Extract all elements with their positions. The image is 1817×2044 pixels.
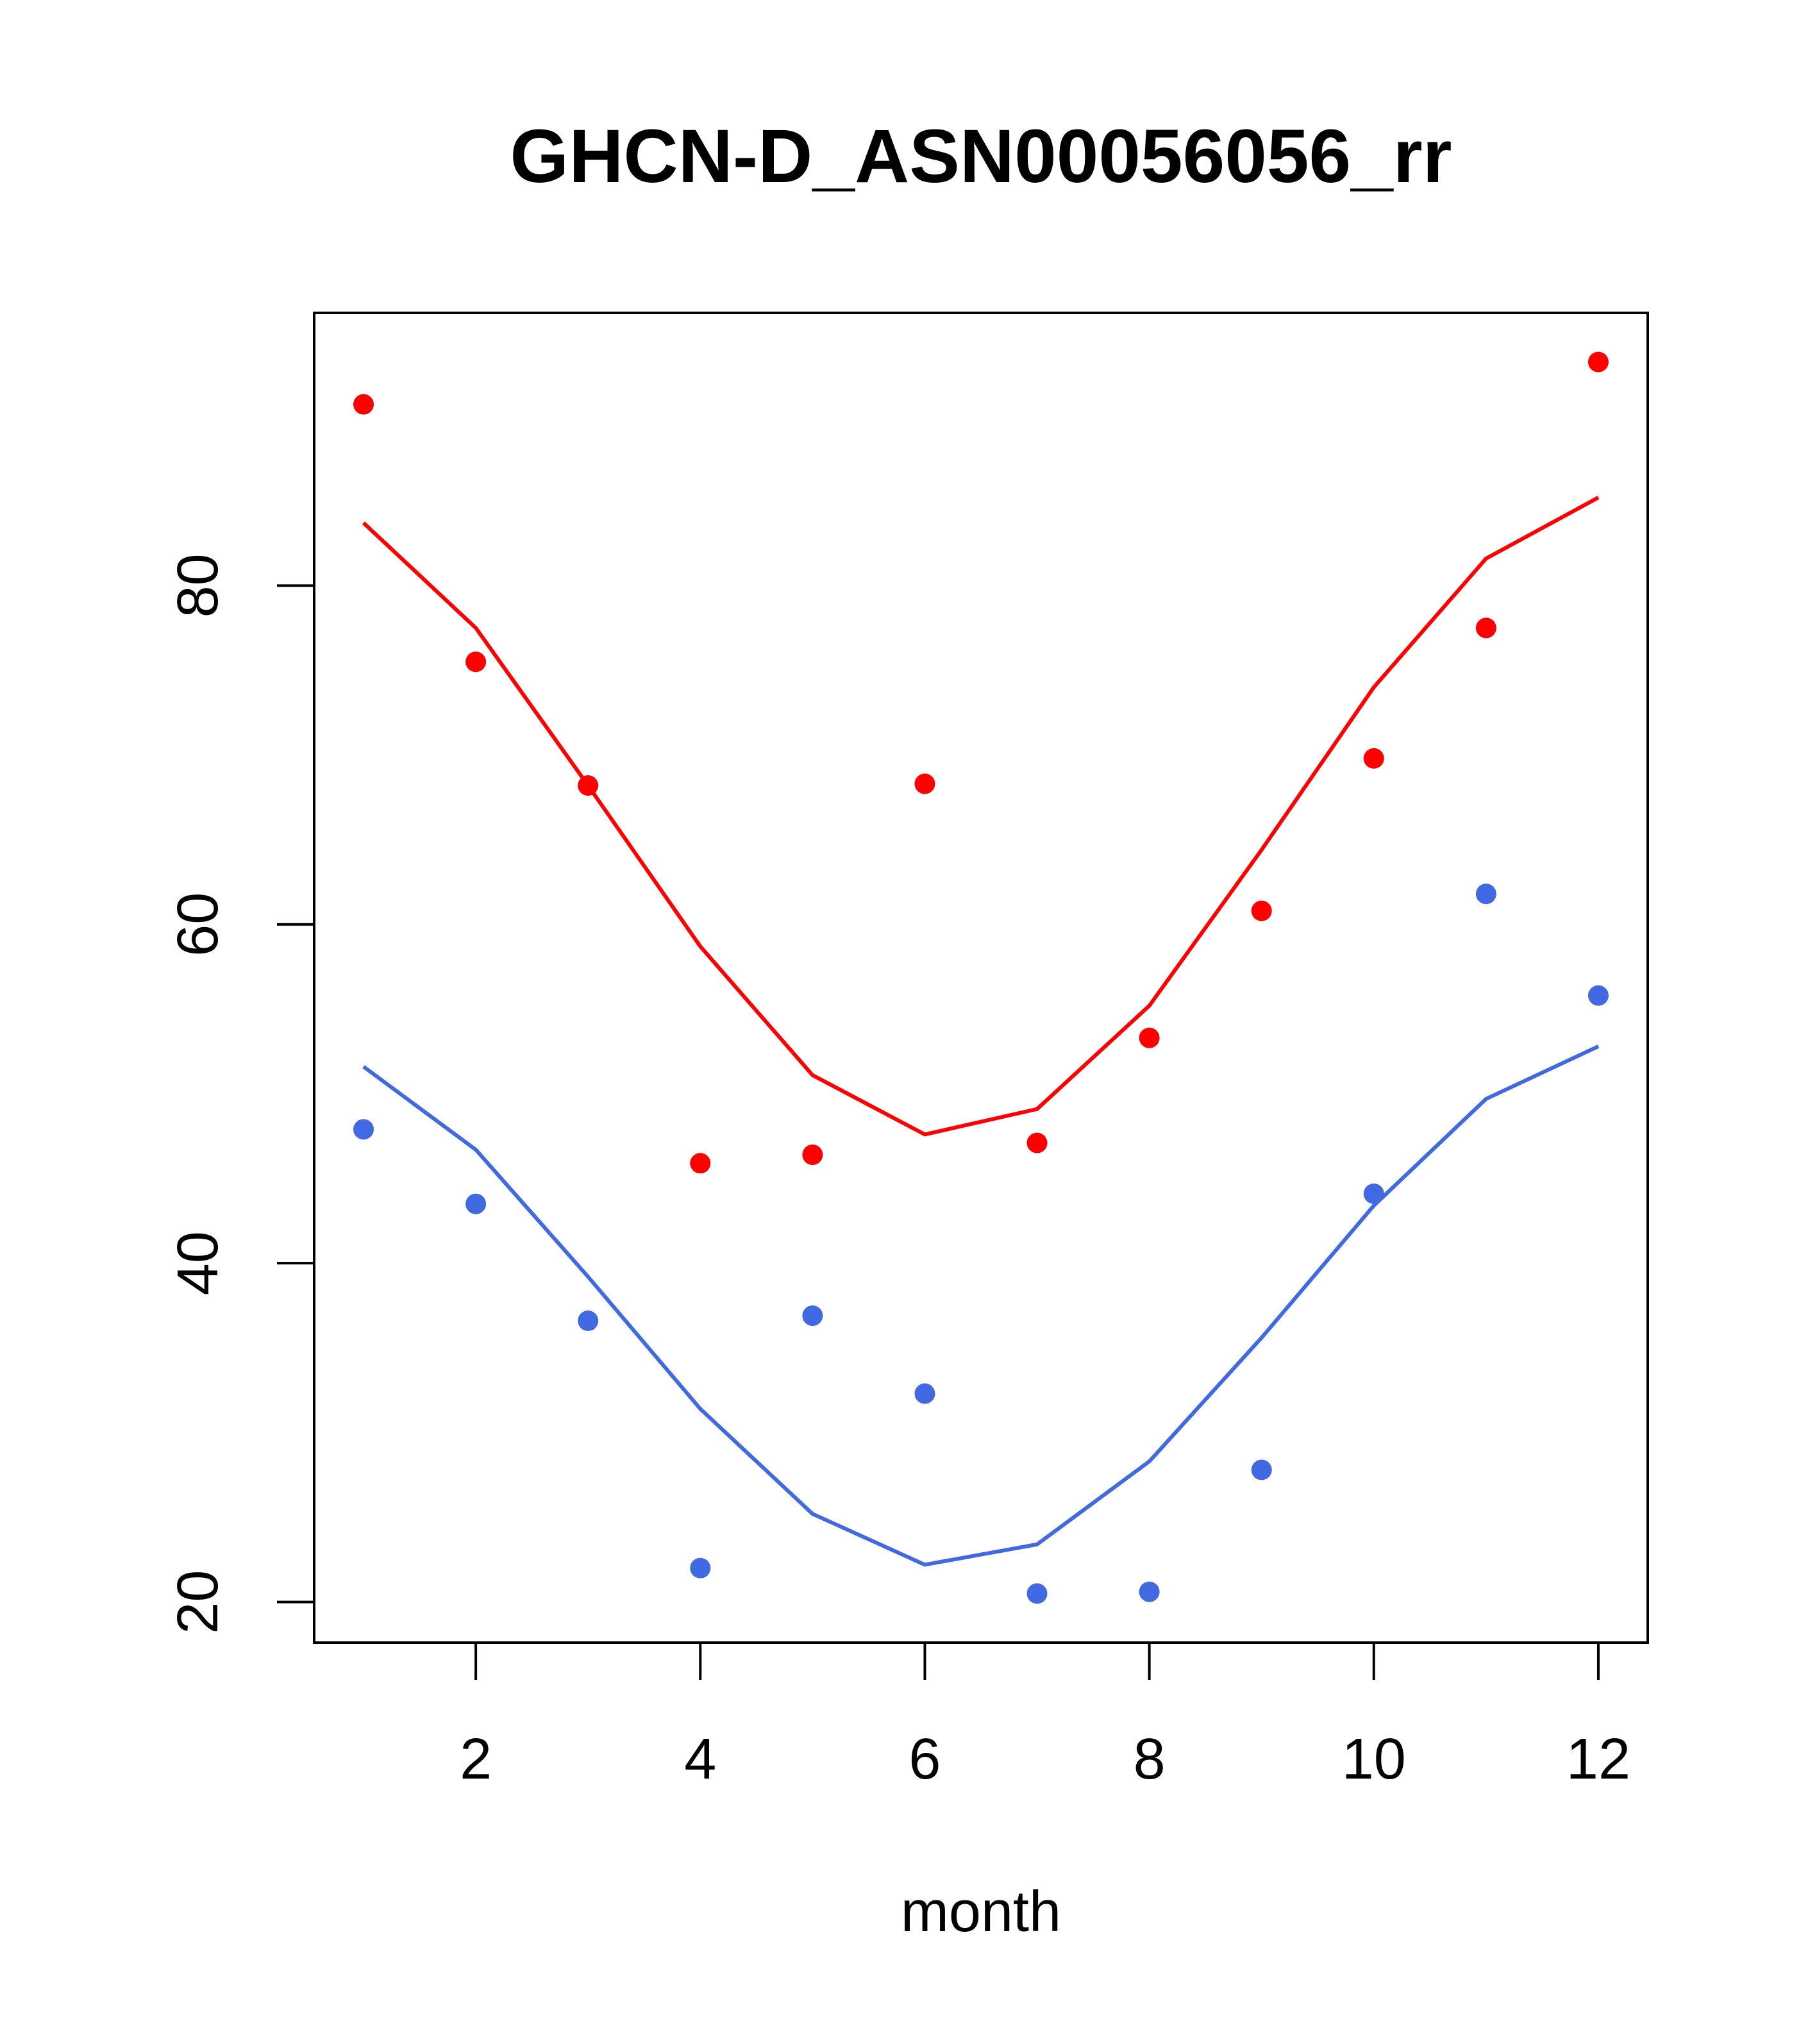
upper-points-point (1475, 617, 1496, 639)
lower-points-point (1251, 1459, 1272, 1480)
y-tick-label: 60 (166, 892, 230, 957)
upper-points-point (914, 773, 935, 794)
lower-points-point (1587, 985, 1609, 1006)
upper-points-point (1587, 351, 1609, 373)
lower-line-series (362, 1044, 1600, 1567)
x-tick-label: 2 (460, 1727, 492, 1791)
upper-points-point (465, 651, 487, 673)
lower-points-point (1139, 1581, 1160, 1602)
upper-points-point (1251, 900, 1272, 921)
lower-points-point (1475, 884, 1496, 905)
lower-points-point (914, 1383, 935, 1404)
lower-points-point (353, 1119, 374, 1140)
lower-points-point (1026, 1583, 1048, 1604)
lower-points-point (802, 1305, 823, 1327)
x-tick-label: 4 (684, 1727, 716, 1791)
plot-frame (313, 312, 1649, 1644)
y-tick-label: 20 (166, 1570, 230, 1634)
upper-points-point (690, 1153, 711, 1174)
x-tick-label: 10 (1342, 1727, 1406, 1791)
upper-points-point (1363, 748, 1384, 769)
y-tick-label: 40 (166, 1231, 230, 1295)
upper-points-point (1139, 1027, 1160, 1048)
y-tick-label: 80 (166, 553, 230, 617)
chart-title: GHCN-D_ASN00056056_rr (510, 114, 1452, 199)
x-tick-label: 6 (908, 1727, 941, 1791)
x-axis-label: month (901, 1880, 1061, 1944)
upper-points-point (802, 1144, 823, 1166)
x-tick-label: 8 (1134, 1727, 1166, 1791)
lower-points-point (690, 1557, 711, 1579)
upper-points-point (353, 394, 374, 415)
lower-points-point (578, 1311, 599, 1332)
x-tick-label: 12 (1566, 1727, 1630, 1791)
lower-points-point (465, 1193, 487, 1214)
upper-line-series (362, 496, 1600, 1137)
upper-points-point (1026, 1132, 1048, 1153)
